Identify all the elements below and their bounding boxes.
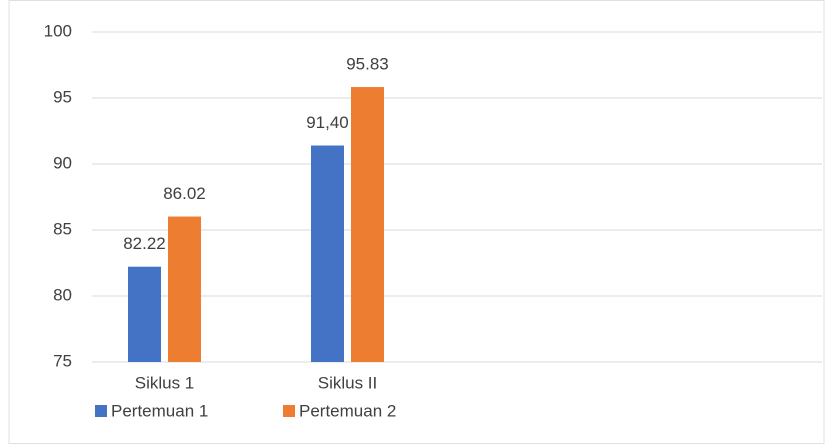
legend-label: Pertemuan 2 [299,401,396,420]
data-label: 91,40 [306,113,349,132]
y-tick-label: 100 [44,21,72,40]
x-tick-label: Siklus 1 [135,373,195,392]
legend-swatch [95,405,107,417]
y-tick-label: 90 [53,153,72,172]
bar [351,87,384,362]
x-tick-label: Siklus II [318,373,378,392]
y-tick-label: 80 [53,285,72,304]
legend-label: Pertemuan 1 [111,401,208,420]
legend-swatch [283,405,295,417]
data-label: 95.83 [346,55,389,74]
data-label: 82.22 [123,234,166,253]
bar [168,216,201,362]
chart-border [8,0,825,444]
y-tick-label: 75 [53,351,72,370]
y-tick-label: 95 [53,87,72,106]
bar [311,145,344,362]
data-label: 86.02 [163,184,206,203]
bar [128,266,161,362]
y-tick-label: 85 [53,219,72,238]
